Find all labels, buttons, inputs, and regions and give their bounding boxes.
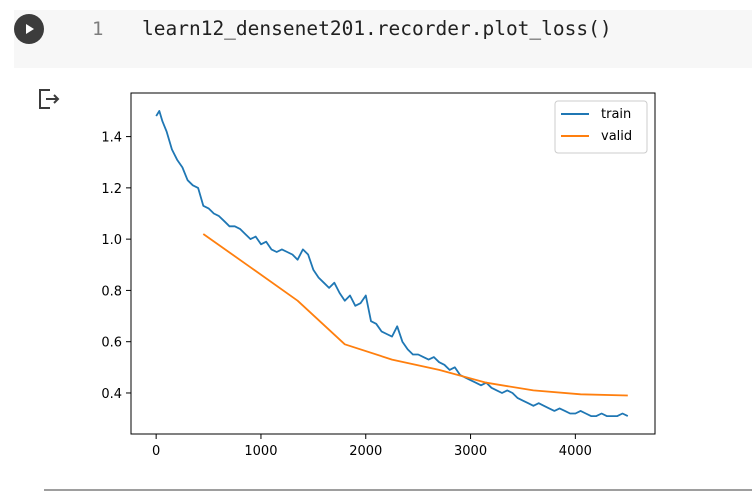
x-tick-label: 3000 bbox=[454, 444, 487, 459]
run-cell-button[interactable] bbox=[14, 14, 44, 44]
y-tick-label: 1.2 bbox=[101, 182, 122, 197]
series-line-train bbox=[155, 109, 629, 418]
x-tick-label: 4000 bbox=[559, 444, 592, 459]
loss-plot: 0 1000 2000 3000 4000 0.4 0.6 0.8 1.0 1.2 1.4 trai… bbox=[101, 92, 656, 459]
play-icon bbox=[26, 24, 34, 34]
plot-series bbox=[155, 109, 629, 418]
output-redirect-icon[interactable] bbox=[36, 86, 62, 112]
code-cell-input[interactable] bbox=[14, 10, 752, 68]
plot-legend: train valid bbox=[554, 100, 648, 154]
y-tick-label: 0.8 bbox=[101, 284, 122, 299]
line-number: 1 bbox=[92, 18, 104, 40]
y-tick-label: 0.4 bbox=[101, 387, 122, 402]
axis-ticks: 0 1000 2000 3000 4000 0.4 0.6 0.8 1.0 1.2 1.4 bbox=[101, 131, 592, 459]
y-tick-label: 0.6 bbox=[101, 336, 122, 351]
x-tick-label: 0 bbox=[152, 444, 160, 459]
y-tick-label: 1.4 bbox=[101, 131, 122, 146]
series-line-valid bbox=[202, 233, 628, 397]
x-tick-label: 2000 bbox=[349, 444, 382, 459]
legend-valid-label: valid bbox=[601, 129, 632, 144]
output-divider bbox=[44, 489, 752, 491]
code-line[interactable]: learn12_densenet201.recorder.plot_loss() bbox=[142, 17, 612, 40]
legend-train-label: train bbox=[601, 107, 631, 122]
plot-axes-frame bbox=[130, 92, 656, 435]
x-tick-label: 1000 bbox=[244, 444, 277, 459]
y-tick-label: 1.0 bbox=[101, 233, 122, 248]
